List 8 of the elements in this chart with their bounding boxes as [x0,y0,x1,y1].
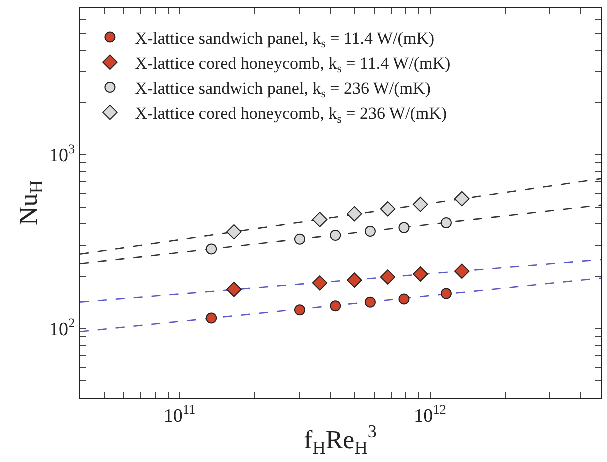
legend-label: X-lattice cored honeycomb, k$_{s}$ = 11.4 W/(mK) [135,54,451,76]
y-tick-label: 10$^{3}$ [49,142,76,167]
x-tick-label: 10$^{11}$ [164,402,196,427]
legend-label: X-lattice sandwich panel, k$_{s}$ = 11.4 W/(mK) [135,28,435,50]
x-tick-label: 10$^{12}$ [414,402,446,427]
legend-label: X-lattice cored honeycomb, k$_{s}$ = 236 W/(mK) [135,104,448,126]
legend-label: X-lattice sandwich panel, k$_{s}$ = 236 W/(mK) [135,79,431,101]
y-tick-label: 10$^{2}$ [49,315,76,340]
